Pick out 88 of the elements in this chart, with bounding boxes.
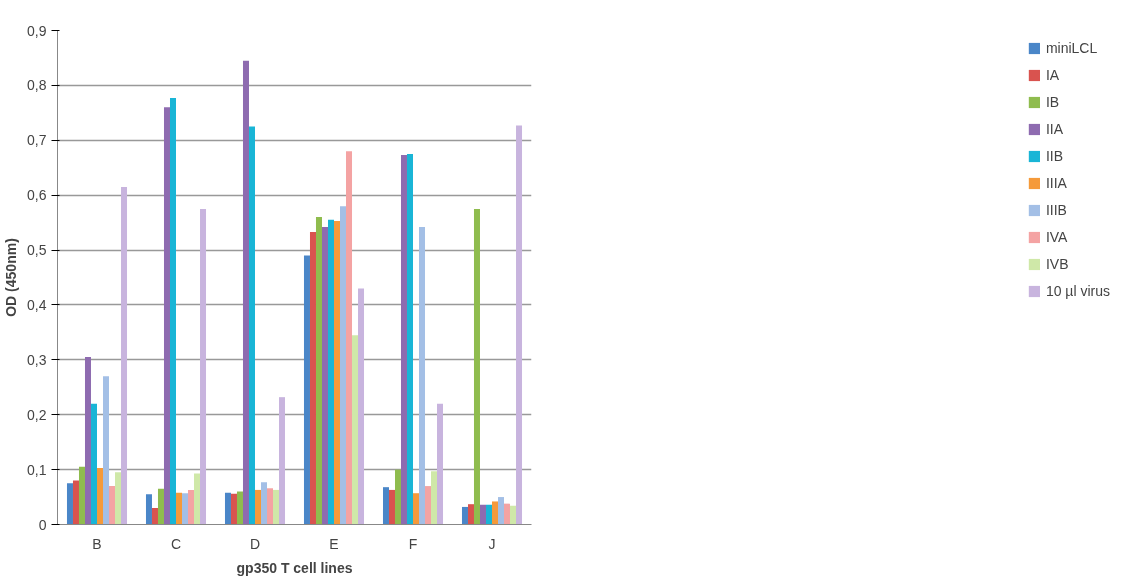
bar xyxy=(279,397,286,525)
bar xyxy=(510,505,517,525)
bar xyxy=(163,107,170,525)
bar xyxy=(78,466,85,525)
bar xyxy=(261,482,268,525)
bar xyxy=(230,493,237,525)
bar xyxy=(382,487,389,525)
legend-label: IIIA xyxy=(1045,175,1067,191)
bar xyxy=(315,217,322,525)
legend-label: IVB xyxy=(1045,256,1069,272)
bar xyxy=(358,288,365,525)
y-tick-label: 0,1 xyxy=(27,461,47,478)
bar xyxy=(188,489,195,525)
bar xyxy=(182,493,189,525)
bar xyxy=(303,255,310,525)
bar xyxy=(103,376,110,525)
bar xyxy=(504,503,511,525)
y-tick-label: 0,3 xyxy=(27,351,47,368)
bar xyxy=(479,504,486,525)
legend-label: miniLCL xyxy=(1045,40,1098,56)
y-tick-label: 0,5 xyxy=(27,242,47,259)
bar xyxy=(109,486,116,525)
bar xyxy=(236,491,243,525)
bar xyxy=(328,219,334,525)
bar xyxy=(151,508,158,525)
y-tick-label: 0,4 xyxy=(27,296,47,313)
y-tick-label: 0,8 xyxy=(27,77,47,94)
bar xyxy=(407,154,413,525)
bar xyxy=(242,60,249,525)
bar xyxy=(461,506,468,525)
legend-label: IIIB xyxy=(1045,202,1067,218)
bar xyxy=(267,488,274,525)
x-tick-label: C xyxy=(170,535,182,552)
y-tick-label: 0,7 xyxy=(27,132,47,149)
bar xyxy=(437,403,444,525)
bar xyxy=(224,492,231,525)
legend-label: IIA xyxy=(1045,121,1065,137)
bar xyxy=(394,469,401,525)
bar xyxy=(273,489,280,525)
bar xyxy=(255,489,261,525)
bar xyxy=(194,473,201,525)
legend-label: IB xyxy=(1045,94,1061,110)
y-tick-label: 0,6 xyxy=(27,187,47,204)
x-tick-label: F xyxy=(408,535,418,552)
bar xyxy=(121,186,128,525)
x-tick-label: B xyxy=(92,535,102,552)
legend-label: 10 µl virus xyxy=(1045,283,1110,299)
bar xyxy=(486,504,492,525)
bar xyxy=(249,126,255,525)
bar xyxy=(340,206,347,525)
bar xyxy=(413,493,419,525)
x-tick-label: J xyxy=(488,535,496,552)
bar xyxy=(498,497,505,525)
bar xyxy=(157,488,164,525)
y-tick-label: 0,2 xyxy=(27,406,47,423)
x-tick-label: E xyxy=(329,535,339,552)
legend-label: IVA xyxy=(1045,229,1068,245)
bar xyxy=(176,492,182,525)
legend-label: IIB xyxy=(1045,148,1065,164)
x-axis-title: gp350 T cell lines xyxy=(236,559,353,576)
bar xyxy=(91,403,97,525)
bar xyxy=(84,357,91,525)
bar xyxy=(516,125,523,525)
bar xyxy=(97,467,103,525)
bar xyxy=(145,494,152,525)
bar xyxy=(425,486,432,525)
bar xyxy=(66,483,73,525)
bar xyxy=(115,472,122,525)
bar xyxy=(334,220,340,525)
bar xyxy=(72,480,79,525)
x-tick-label: D xyxy=(249,535,261,552)
bar xyxy=(352,335,359,525)
bar xyxy=(419,227,426,525)
bar xyxy=(309,231,316,525)
bar xyxy=(467,504,474,525)
y-axis-title: OD (450nm) xyxy=(3,238,20,317)
legend-label: IA xyxy=(1045,67,1061,83)
bar xyxy=(431,471,438,525)
y-tick-label: 0,9 xyxy=(27,22,47,39)
bar xyxy=(321,227,328,525)
y-tick-label: 0 xyxy=(38,516,47,533)
bar xyxy=(170,98,176,525)
bar xyxy=(200,208,207,525)
bar xyxy=(400,155,407,525)
bar xyxy=(492,501,498,525)
bar xyxy=(388,489,395,525)
bar xyxy=(346,151,353,525)
bar xyxy=(473,208,480,525)
